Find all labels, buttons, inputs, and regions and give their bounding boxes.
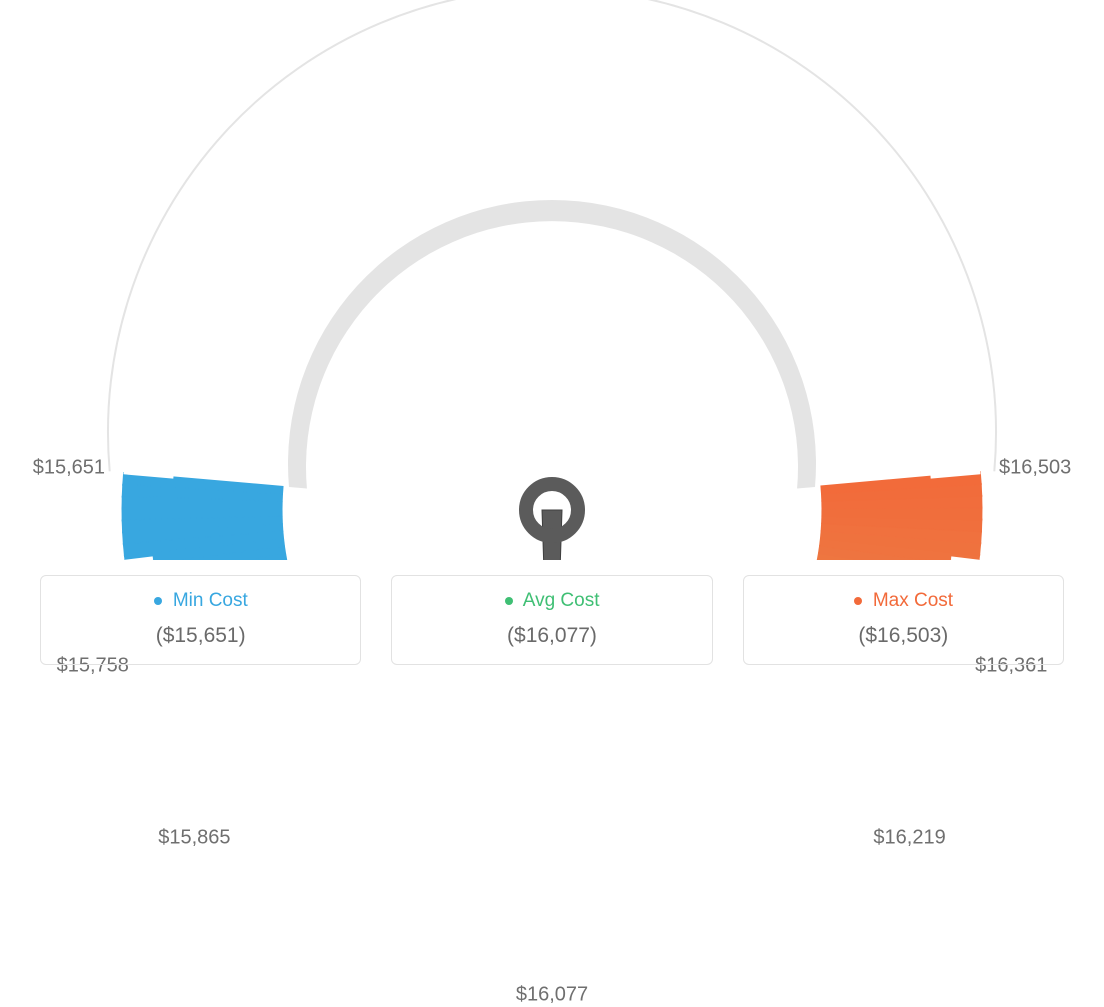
legend-card-max: Max Cost ($16,503) — [743, 575, 1064, 665]
legend-value-avg: ($16,077) — [402, 624, 701, 648]
gauge-tick-label: $15,651 — [33, 456, 105, 479]
legend-label-max: Max Cost — [873, 590, 953, 611]
legend-dot-avg — [505, 597, 513, 605]
cost-gauge-chart: $15,651$15,758$15,865$16,077$16,219$16,3… — [0, 0, 1104, 560]
legend-title-max: Max Cost — [754, 590, 1053, 612]
legend-card-min: Min Cost ($15,651) — [40, 575, 361, 665]
legend-label-min: Min Cost — [173, 590, 248, 611]
gauge-tick-label: $16,219 — [873, 826, 945, 849]
legend-row: Min Cost ($15,651) Avg Cost ($16,077) Ma… — [0, 575, 1104, 665]
gauge-tick-label: $16,503 — [999, 456, 1071, 479]
legend-dot-min — [154, 597, 162, 605]
legend-label-avg: Avg Cost — [523, 590, 600, 611]
legend-title-min: Min Cost — [51, 590, 350, 612]
gauge-tick-label: $15,865 — [158, 826, 230, 849]
gauge-tick-label: $16,077 — [516, 984, 588, 1007]
legend-value-max: ($16,503) — [754, 624, 1053, 648]
legend-dot-max — [854, 597, 862, 605]
gauge-svg — [0, 0, 1104, 560]
legend-title-avg: Avg Cost — [402, 590, 701, 612]
legend-value-min: ($15,651) — [51, 624, 350, 648]
legend-card-avg: Avg Cost ($16,077) — [391, 575, 712, 665]
